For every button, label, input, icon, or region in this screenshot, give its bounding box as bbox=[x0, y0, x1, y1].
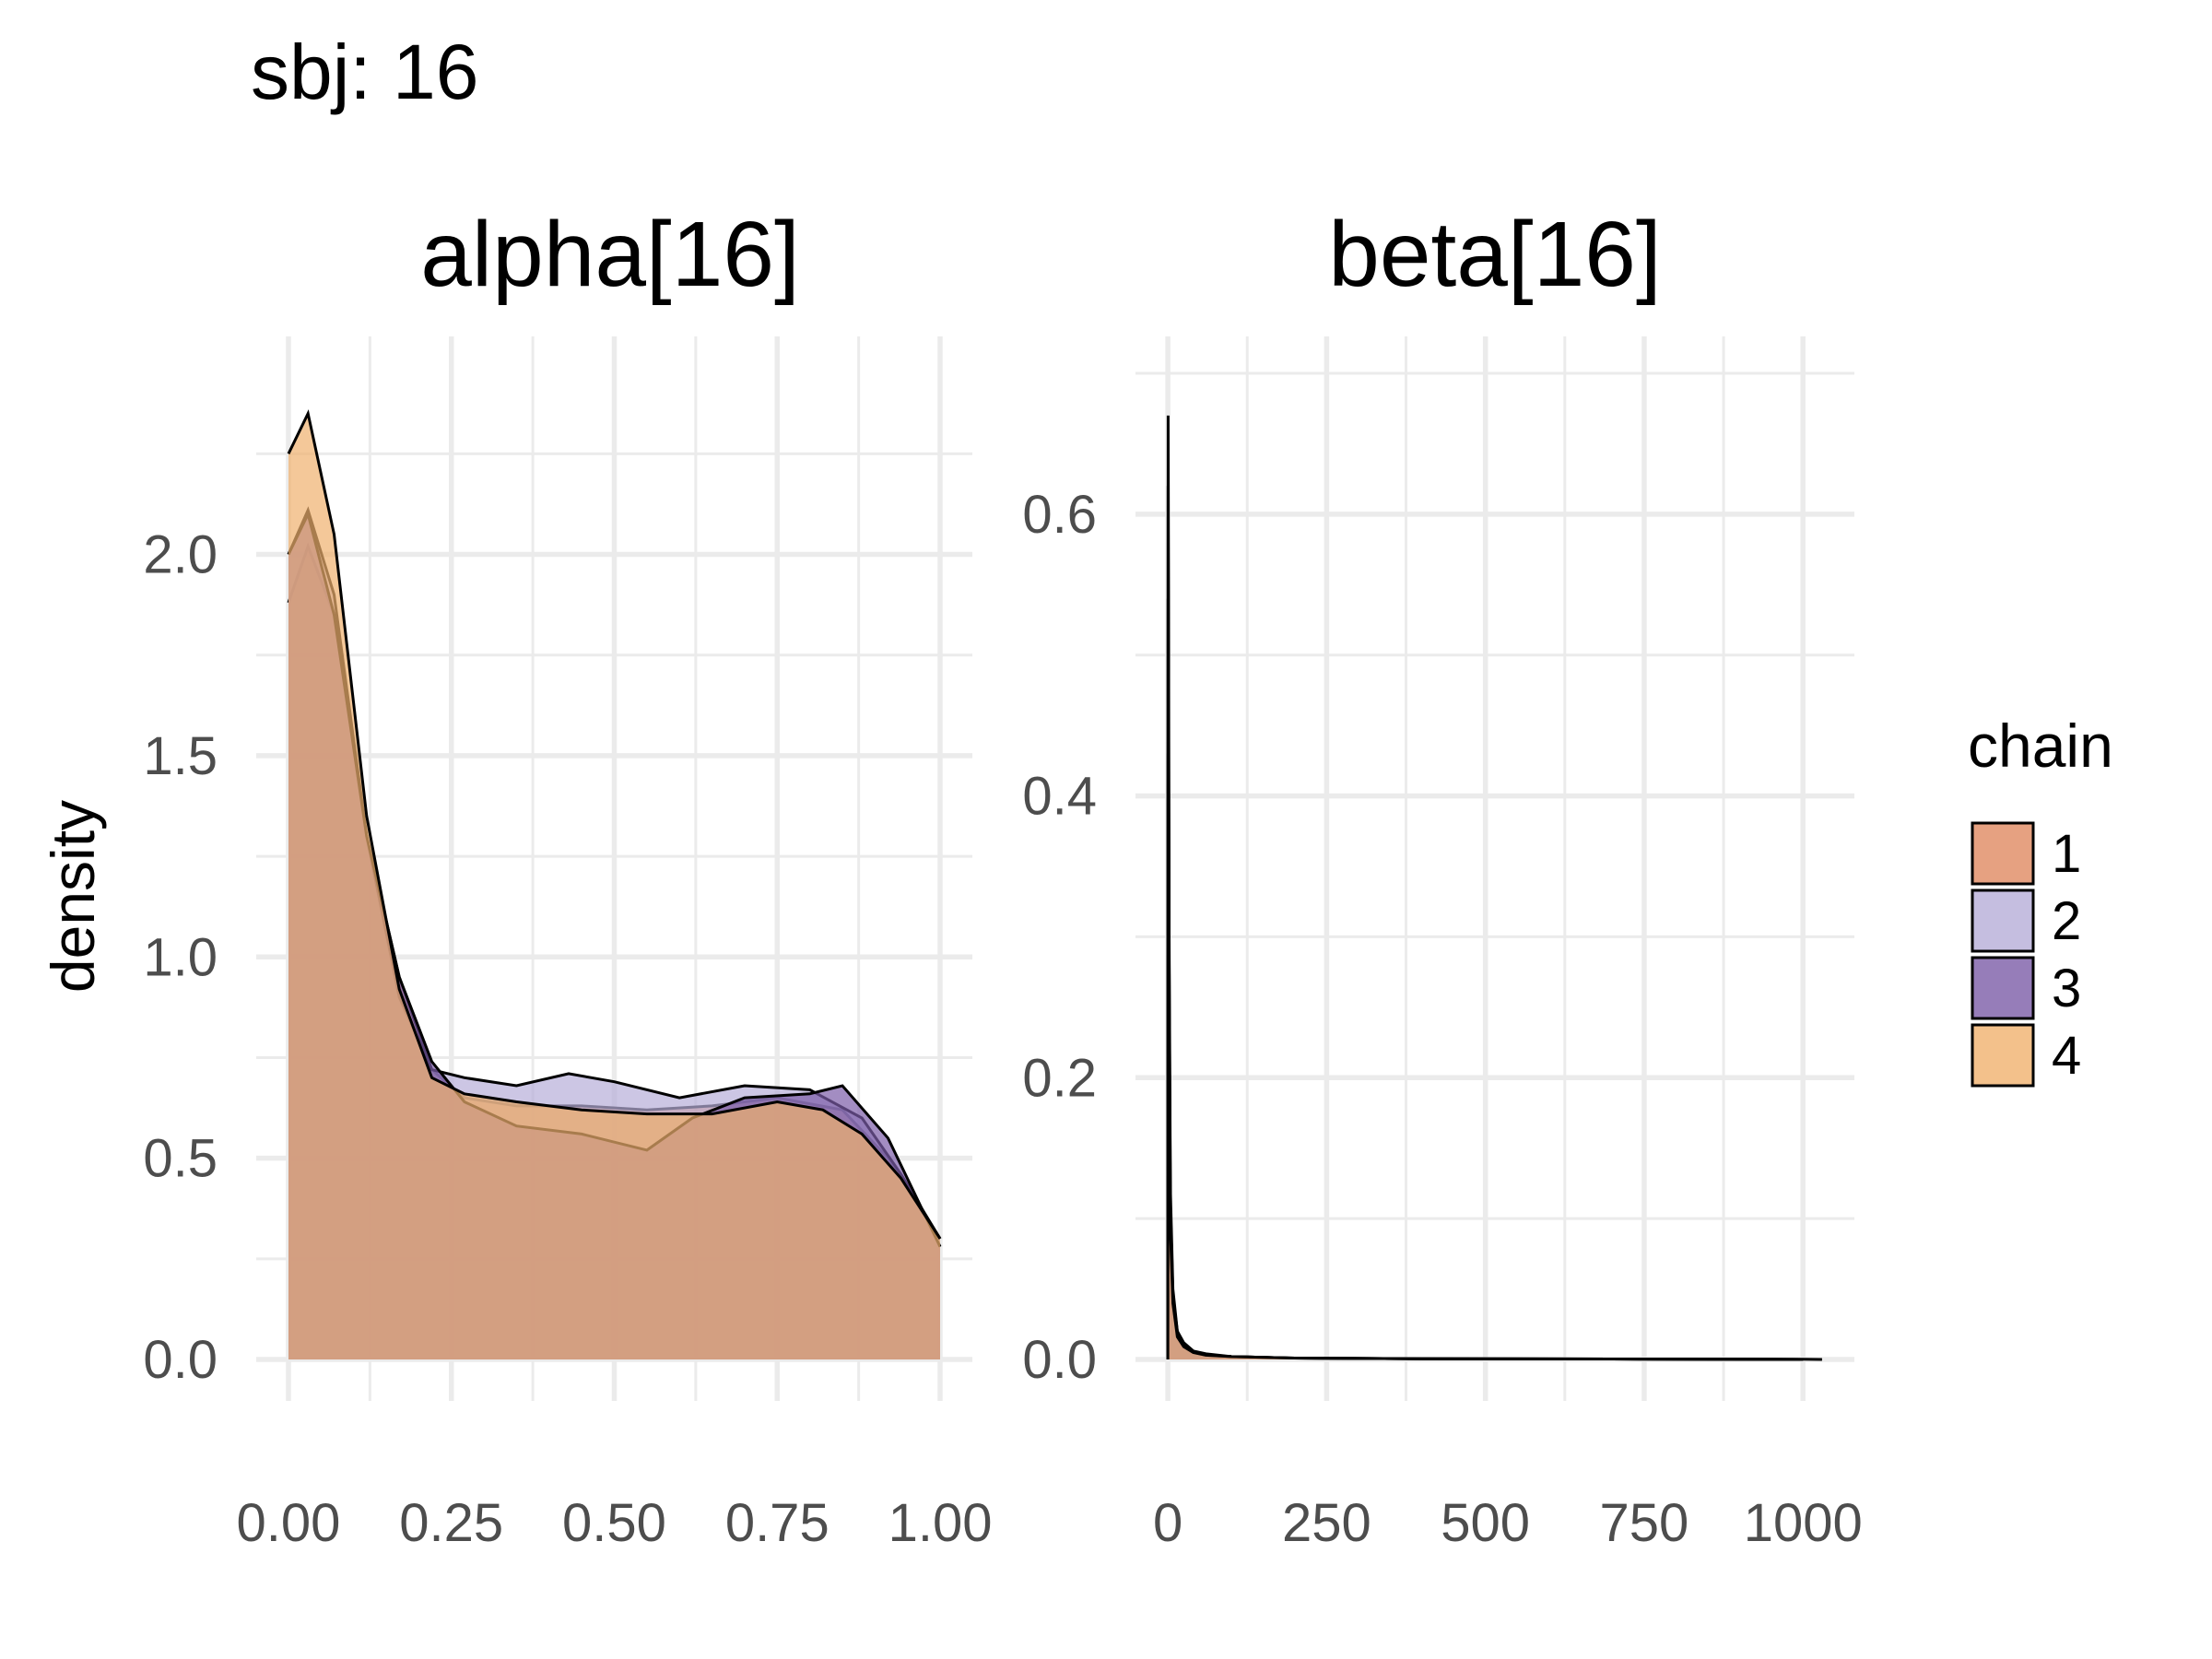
legend-label: 4 bbox=[2052, 1026, 2081, 1086]
y-tick-label: 1.5 bbox=[143, 726, 218, 786]
panel-beta: beta[16] 0 250 500 750 1000 0.0 0.2 0.4 0.6 bbox=[1022, 203, 1862, 1553]
panel-title: alpha[16] bbox=[420, 203, 799, 306]
y-tick-label: 0.0 bbox=[143, 1330, 218, 1390]
gridlines bbox=[1135, 336, 1854, 1401]
legend-label: 3 bbox=[2052, 959, 2081, 1018]
legend-swatch-3 bbox=[1971, 956, 2035, 1020]
x-tick-label: 1.00 bbox=[888, 1493, 993, 1553]
y-tick-label: 0.0 bbox=[1022, 1330, 1097, 1390]
y-tick-label: 0.5 bbox=[143, 1129, 218, 1189]
legend-title: chain bbox=[1968, 712, 2113, 780]
y-tick-label: 0.4 bbox=[1022, 767, 1097, 827]
y-tick-label: 2.0 bbox=[143, 525, 218, 585]
y-tick-label: 0.6 bbox=[1022, 485, 1097, 545]
legend-swatch-1 bbox=[1971, 821, 2035, 886]
legend-label: 2 bbox=[2052, 891, 2081, 951]
density-area-chain-4 bbox=[288, 413, 940, 1360]
x-tick-label: 250 bbox=[1282, 1493, 1371, 1553]
legend: chain 1 2 3 4 bbox=[1968, 712, 2113, 1088]
density-series bbox=[287, 409, 942, 1360]
y-tick-label: 0.2 bbox=[1022, 1048, 1097, 1108]
density-line-chain-4 bbox=[287, 409, 942, 1240]
x-tick-label: 500 bbox=[1441, 1493, 1530, 1553]
panel-alpha: alpha[16] 0.00 0.25 0.50 0.75 1.00 0.0 0.5 1.0 1.… bbox=[39, 203, 992, 1553]
legend-label: 1 bbox=[2052, 824, 2081, 884]
x-tick-label: 0 bbox=[1153, 1493, 1182, 1553]
figure-title: sbj: 16 bbox=[251, 29, 479, 115]
x-tick-label: 0.00 bbox=[237, 1493, 341, 1553]
density-series bbox=[1166, 415, 1822, 1361]
x-tick-label: 0.50 bbox=[562, 1493, 666, 1553]
y-tick-label: 1.0 bbox=[143, 927, 218, 987]
x-tick-label: 0.75 bbox=[725, 1493, 830, 1553]
x-tick-label: 0.25 bbox=[399, 1493, 503, 1553]
x-tick-label: 750 bbox=[1600, 1493, 1689, 1553]
x-tick-label: 1000 bbox=[1744, 1493, 1863, 1553]
density-line-chain-4 bbox=[1166, 753, 1804, 1361]
legend-swatch-2 bbox=[1971, 888, 2035, 953]
y-axis-label: density bbox=[39, 800, 107, 993]
panel-title: beta[16] bbox=[1328, 203, 1661, 306]
legend-swatch-4 bbox=[1971, 1023, 2035, 1088]
